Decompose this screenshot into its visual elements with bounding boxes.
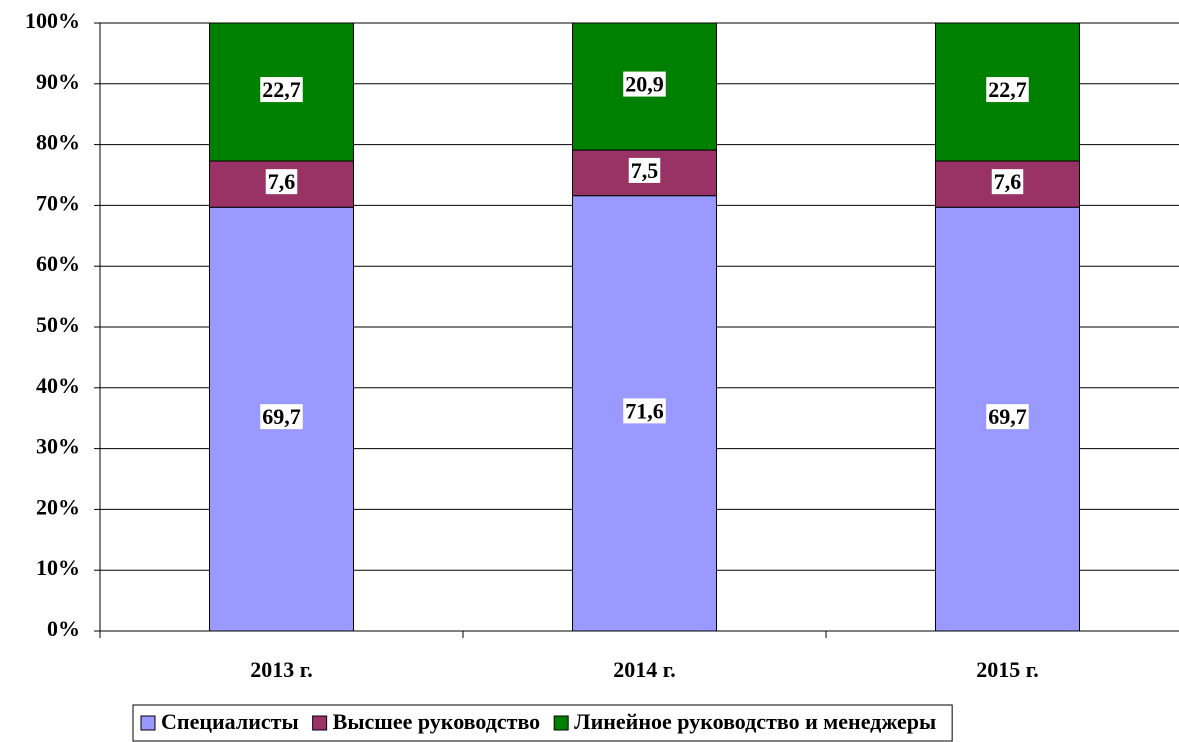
y-tick-label: 80%	[36, 130, 80, 155]
legend-swatch	[140, 715, 156, 731]
legend-label: Специалисты	[161, 709, 299, 734]
bar-segment	[209, 160, 354, 208]
y-tick-label: 40%	[36, 373, 80, 398]
value-label: 7,6	[268, 169, 296, 194]
legend-label: Высшее руководство	[333, 709, 541, 734]
y-tick-label: 60%	[36, 251, 80, 276]
y-tick-label: 30%	[36, 434, 80, 459]
y-tick-label: 90%	[36, 69, 80, 94]
value-label: 7,5	[631, 158, 659, 183]
value-label-bg	[265, 169, 298, 195]
legend-label: Линейное руководство и менеджеры	[574, 709, 936, 734]
y-tick-label: 50%	[36, 312, 80, 337]
x-tick-label: 2015 г.	[976, 657, 1039, 682]
value-label: 71,6	[625, 398, 664, 423]
y-tick-label: 20%	[36, 494, 80, 519]
x-tick-label: 2014 г.	[613, 657, 676, 682]
value-label-bg	[623, 398, 666, 424]
value-label: 22,7	[988, 77, 1027, 102]
value-label-bg	[986, 404, 1029, 430]
value-label-bg	[991, 169, 1024, 195]
legend	[132, 704, 953, 742]
x-tick-label: 2013 г.	[250, 657, 313, 682]
y-tick-label: 0%	[47, 616, 80, 641]
legend-swatch	[553, 715, 569, 731]
value-label: 69,7	[988, 404, 1027, 429]
legend-swatch	[312, 715, 328, 731]
value-label-bg	[260, 77, 303, 103]
value-label: 7,6	[994, 169, 1022, 194]
value-label-bg	[628, 157, 661, 183]
y-tick-label: 70%	[36, 190, 80, 215]
value-label: 20,9	[625, 72, 664, 97]
value-label: 69,7	[262, 404, 301, 429]
y-tick-label: 10%	[36, 555, 80, 580]
value-label-bg	[623, 71, 666, 97]
y-tick-label: 100%	[25, 8, 80, 33]
value-label: 22,7	[262, 77, 301, 102]
value-label-bg	[986, 77, 1029, 103]
value-label-bg	[260, 404, 303, 430]
